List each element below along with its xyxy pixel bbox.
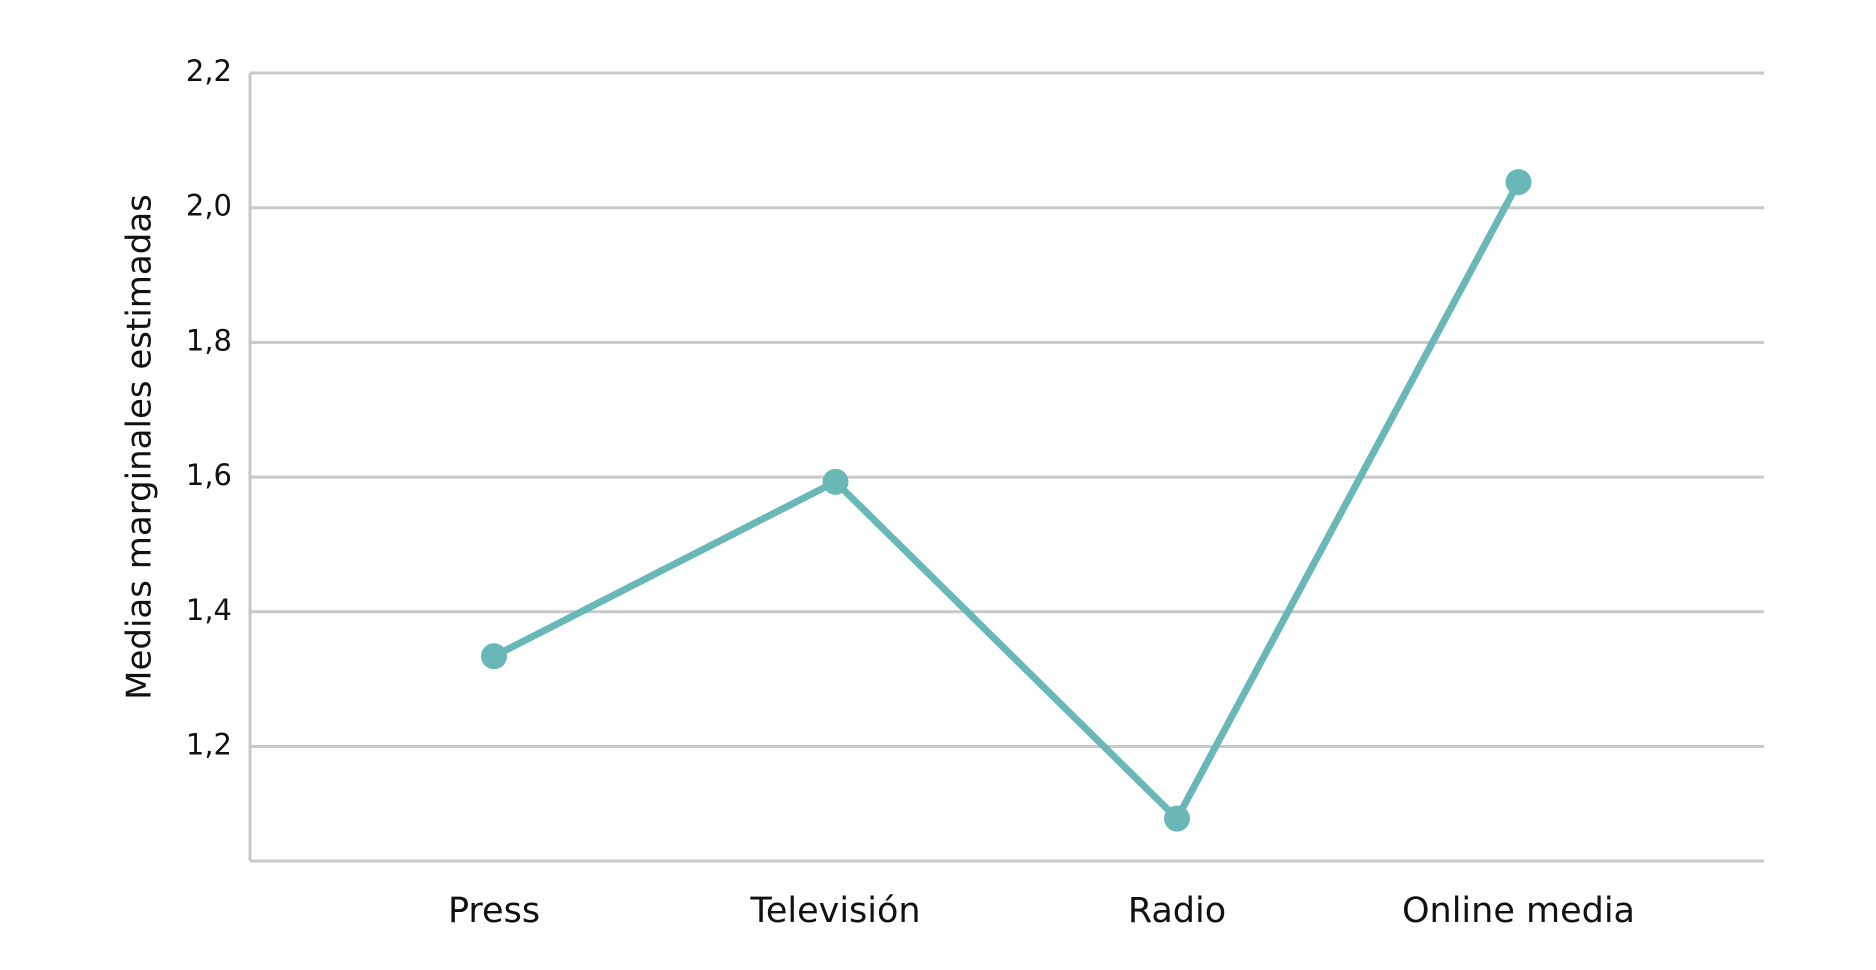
y-tick-label: 1,8 [186, 323, 232, 357]
point [1505, 169, 1532, 196]
x-tick-label: Press [448, 891, 540, 931]
point [822, 468, 849, 495]
line [492, 180, 1522, 823]
y-tick-label: 1,6 [186, 458, 232, 492]
point [1164, 805, 1190, 832]
x-tick-label: Televisión [749, 891, 920, 931]
point [481, 643, 507, 670]
y-tick-label: 1,2 [186, 728, 232, 762]
x-tick-label: Online media [1402, 891, 1635, 931]
y-tick-label: 2,2 [186, 54, 232, 88]
x-tick-label: Radio [1128, 891, 1226, 931]
y-axis-label: Medias marginales estimadas [120, 194, 160, 700]
y-tick-label: 2,0 [186, 189, 232, 223]
y-tick-label: 1,4 [186, 593, 232, 627]
